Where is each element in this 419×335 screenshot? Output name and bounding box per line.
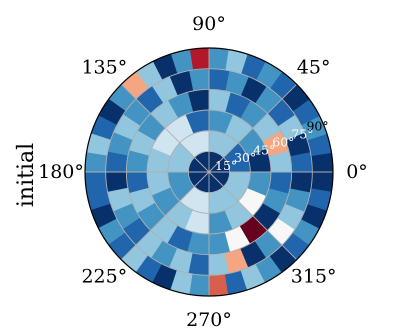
- r-tick-label: 60°: [272, 134, 294, 149]
- heatmap-cell: [310, 171, 334, 192]
- theta-tick-label: 225°: [81, 266, 127, 288]
- theta-tick-label: 0°: [346, 161, 368, 183]
- theta-tick-label: 45°: [297, 56, 331, 78]
- heatmap-cell: [84, 152, 108, 173]
- row-label: initial: [14, 143, 39, 207]
- theta-tick-label: 180°: [38, 161, 84, 183]
- angular-grid-line: [208, 171, 297, 260]
- radial-tick-labels: 15°30°45°60°75°90°: [215, 119, 329, 174]
- theta-tick-label: 90°: [192, 13, 226, 35]
- angle-tick-labels: 0° 45° 90° 135° 180° 225° 270° 315°: [38, 13, 368, 331]
- r-tick-label: 15°: [215, 158, 237, 173]
- r-tick-label: 30°: [234, 150, 256, 165]
- polar-frame: [84, 47, 334, 297]
- theta-tick-label: 270°: [186, 309, 232, 331]
- angular-grid-line: [121, 84, 210, 173]
- angular-grid-line: [121, 171, 210, 260]
- theta-tick-label: 315°: [291, 266, 337, 288]
- polar-grid: [85, 48, 333, 296]
- r-tick-label: 75°: [291, 126, 313, 141]
- heatmap-cell: [208, 47, 229, 71]
- r-tick-label: 45°: [253, 142, 275, 157]
- angular-grid-line: [208, 84, 297, 173]
- r-tick-label: 90°: [306, 119, 328, 134]
- heatmap-cell: [189, 273, 210, 297]
- theta-tick-label: 135°: [81, 56, 127, 78]
